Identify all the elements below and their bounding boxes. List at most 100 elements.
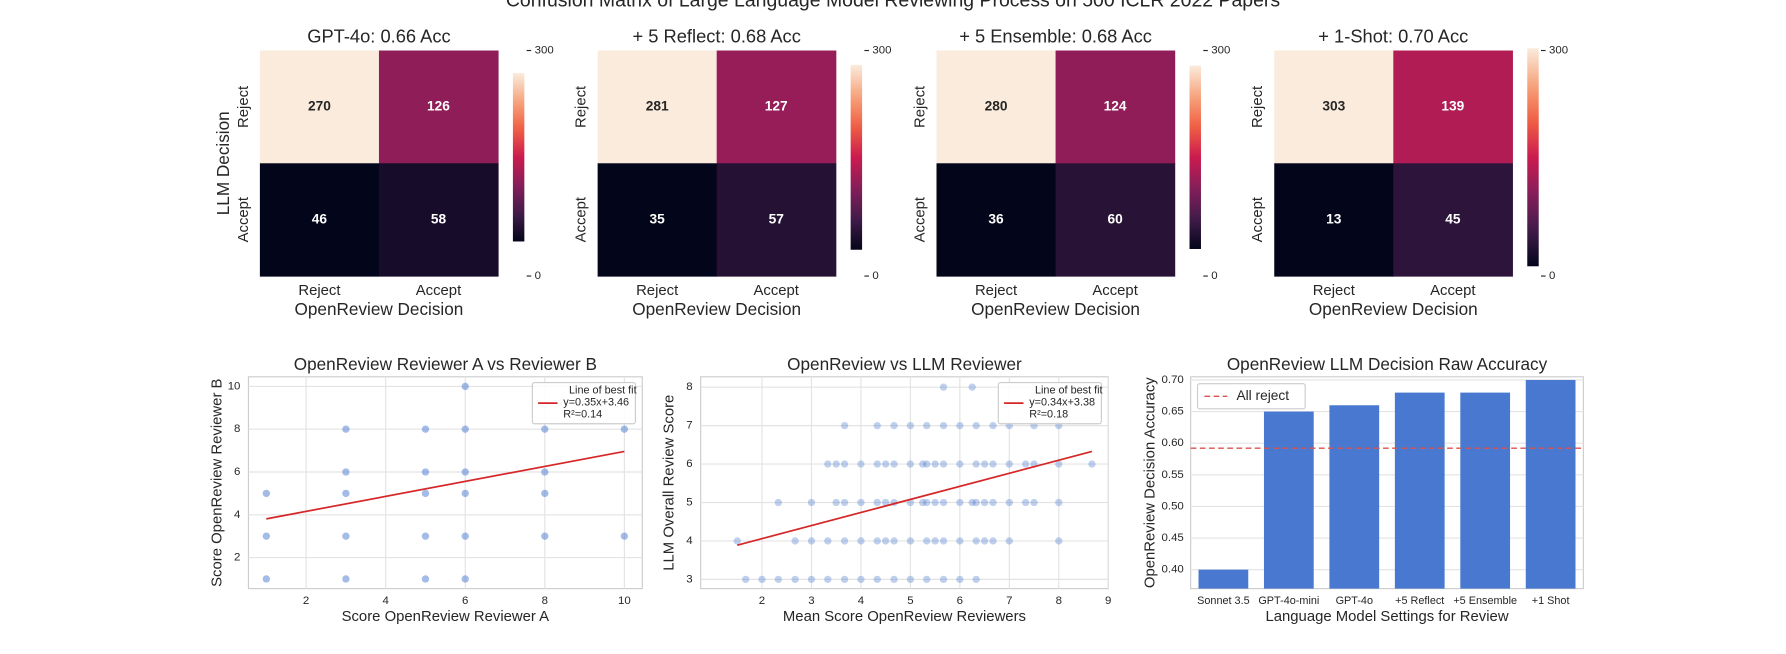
scatter-point (956, 537, 964, 545)
cell-label: 57 (769, 211, 785, 226)
chart-title: + 5 Reflect: 0.68 Acc (633, 26, 801, 47)
scatter-point (923, 498, 931, 507)
heatmap-cell (1274, 163, 1394, 277)
x-tick-label: 8 (542, 595, 548, 607)
chart-title: + 1-Shot: 0.70 Acc (1318, 26, 1468, 47)
y-tick-label: 0.50 (1162, 500, 1184, 512)
legend-box (1196, 383, 1306, 410)
scatter-point (541, 532, 549, 540)
heatmap-cell (1393, 50, 1513, 164)
scatter-point (342, 532, 350, 540)
colorbar (850, 64, 863, 250)
legend-label: y=0.35x+3.46 (563, 396, 629, 408)
x-axis-label: Mean Score OpenReview Reviewers (783, 609, 1026, 625)
fit-line (266, 450, 625, 520)
scatter-point (461, 532, 469, 540)
cell-label: 35 (650, 211, 666, 226)
scatter-point (1030, 498, 1038, 507)
bar (1263, 411, 1314, 589)
y-tick-label: 0.55 (1162, 469, 1184, 481)
scatter-point (824, 460, 832, 468)
cell-label: 36 (988, 211, 1004, 226)
y-tick-label: Reject (1250, 85, 1266, 128)
bar (1198, 569, 1249, 589)
scatter-point (840, 575, 849, 584)
scatter-point (956, 575, 964, 584)
cell-label: 127 (765, 99, 788, 114)
cell-label: 280 (985, 99, 1008, 114)
scatter-point (873, 460, 881, 468)
x-tick-label: 5 (907, 595, 913, 607)
scatter-point (840, 421, 849, 430)
cell-label: 281 (646, 99, 669, 114)
y-tick-label: 5 (686, 497, 692, 509)
heatmap-cell (936, 50, 1057, 164)
scatter-point (541, 468, 549, 476)
scatter-point (989, 498, 997, 507)
scatter-point (461, 489, 469, 498)
cell-label: 45 (1445, 211, 1461, 226)
legend-label: R²=0.14 (563, 408, 602, 420)
scatter-point (857, 537, 865, 545)
y-tick-label: 6 (686, 458, 692, 470)
scatter-point (906, 460, 915, 468)
scatter-point (919, 460, 927, 468)
scatter-point (1021, 498, 1030, 507)
scatter-point (1055, 537, 1063, 545)
scatter-point (890, 537, 898, 545)
bar (1394, 392, 1445, 589)
x-tick-label: Accept (753, 283, 799, 299)
scatter-point (421, 489, 430, 498)
x-tick-label: +1 Shot (1532, 595, 1570, 607)
y-tick-label: Accept (236, 196, 252, 242)
heatmap-cell (1055, 50, 1176, 164)
scatter-point (807, 498, 816, 507)
cell-label: 46 (312, 211, 328, 226)
heatmap-cell (1055, 163, 1176, 277)
y-tick-label: Reject (574, 85, 590, 128)
y-tick-label: Reject (236, 85, 252, 128)
scatter-point (620, 532, 629, 540)
scatter-point (923, 421, 931, 430)
x-tick-label: 4 (858, 595, 865, 607)
scatter-point (881, 498, 890, 507)
x-tick-label: GPT-4o (1336, 595, 1373, 607)
scatter-point (919, 498, 927, 507)
heatmap-cell (378, 50, 499, 164)
heatmap-cell (716, 50, 837, 164)
y-axis-label: Score OpenReview Reviewer B (209, 378, 225, 586)
y-tick-label: 4 (686, 535, 693, 547)
colorbar-tick-label: 300 (535, 45, 554, 57)
scatter-point (906, 421, 915, 430)
scatter-point (824, 575, 832, 584)
y-tick-label: 3 (686, 573, 692, 585)
scatter-point (939, 383, 948, 391)
y-tick-label: 4 (234, 509, 241, 521)
x-tick-label: Reject (298, 283, 341, 299)
scatter-point (968, 383, 976, 391)
scatter-point (421, 468, 430, 476)
colorbar (512, 73, 525, 242)
scatter-point (931, 498, 939, 507)
scatter-point (1005, 460, 1013, 468)
colorbar-tick-label: 0 (1211, 270, 1217, 282)
heatmap-cell (378, 163, 499, 277)
scatter-point (873, 575, 881, 584)
scatter-point (857, 498, 865, 507)
x-tick-label: +5 Reflect (1395, 595, 1444, 607)
scatter-point (824, 537, 832, 545)
scatter-point (989, 460, 997, 468)
scatter-point (980, 498, 989, 507)
scatter-point (342, 489, 350, 498)
scatter-point (758, 575, 766, 584)
scatter-point (956, 421, 964, 430)
x-tick-label: 6 (957, 595, 963, 607)
scatter-point (980, 460, 989, 468)
scatter-point (881, 537, 890, 545)
chart-title: OpenReview vs LLM Reviewer (787, 354, 1022, 374)
bar (1525, 379, 1576, 589)
scatter-point (262, 532, 271, 540)
scatter-point (840, 460, 849, 468)
y-tick-label: 0.45 (1162, 532, 1184, 544)
